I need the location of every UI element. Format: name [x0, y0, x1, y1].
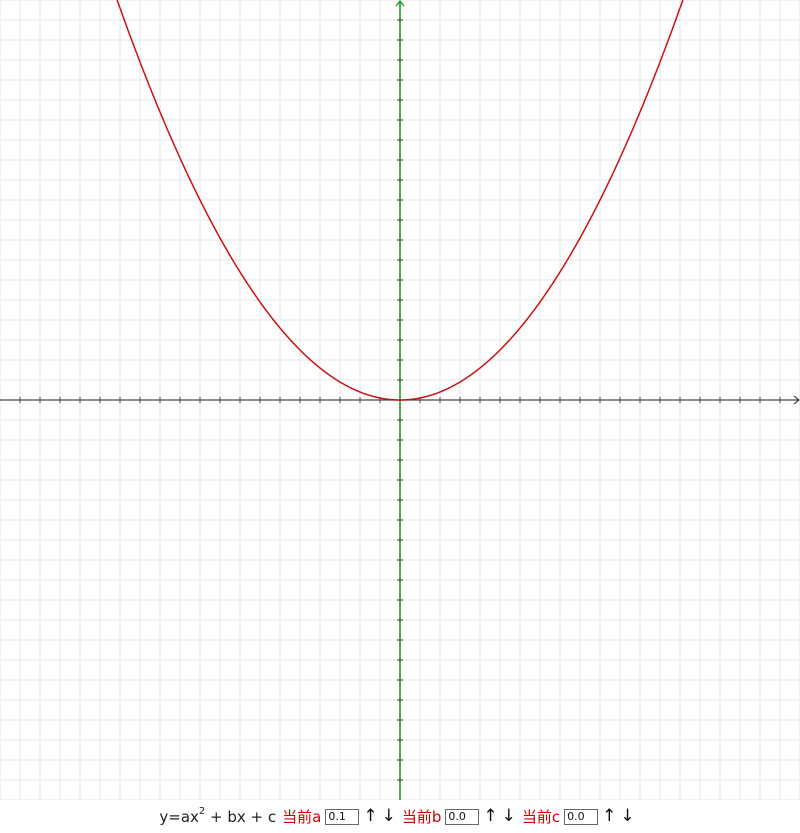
param-c-group: 当前c ↑ ↓ [522, 806, 639, 827]
param-c-increase-button[interactable]: ↑ [602, 806, 617, 826]
param-a-group: 当前a ↑ ↓ [282, 806, 400, 827]
param-a-increase-button[interactable]: ↑ [363, 806, 378, 826]
param-a-decrease-button[interactable]: ↓ [381, 806, 396, 826]
coefficient-controls: y=ax2 + bx + c 当前a ↑ ↓ 当前b ↑ ↓ 当前c ↑ ↓ [0, 800, 800, 833]
graph-canvas [0, 0, 800, 800]
param-c-decrease-button[interactable]: ↓ [620, 806, 635, 826]
param-b-label: 当前b [401, 808, 442, 826]
y-axis-arrow [395, 0, 405, 7]
param-c-input[interactable] [564, 808, 599, 825]
parabola-curve [116, 0, 684, 401]
formula-suffix: + bx + c [205, 807, 277, 826]
param-a-label: 当前a [282, 808, 322, 826]
param-a-input[interactable] [325, 808, 360, 825]
param-b-group: 当前b ↑ ↓ [402, 806, 520, 827]
param-b-increase-button[interactable]: ↑ [483, 806, 498, 826]
formula-label: y=ax2 + bx + c [159, 805, 277, 826]
formula-prefix: y=ax [159, 807, 199, 826]
x-axis-arrow [793, 395, 800, 405]
param-c-label: 当前c [521, 808, 561, 826]
param-b-decrease-button[interactable]: ↓ [501, 806, 516, 826]
param-b-input[interactable] [445, 808, 480, 825]
formula-exponent: 2 [198, 805, 206, 817]
